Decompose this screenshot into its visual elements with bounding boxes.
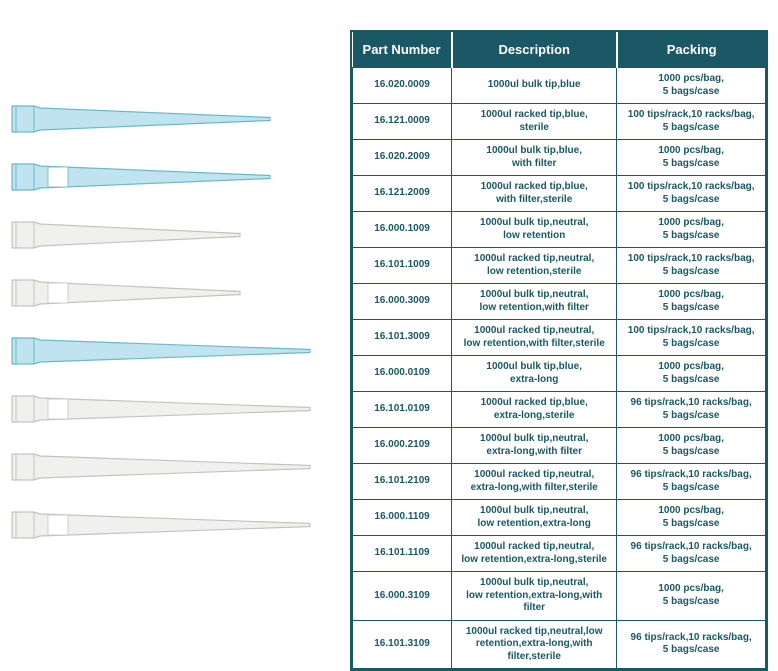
cell-part-number: 16.101.2109 [353, 464, 452, 500]
cell-description: 1000ul bulk tip,neutral,low retention,wi… [452, 284, 617, 320]
cell-description: 1000ul bulk tip,neutral,low retention [452, 212, 617, 248]
product-table: Part Number Description Packing 16.020.0… [352, 32, 766, 669]
cell-packing: 1000 pcs/bag,5 bags/case [617, 572, 766, 621]
table-row: 16.000.10091000ul bulk tip,neutral,low r… [353, 212, 766, 248]
cell-part-number: 16.101.1109 [353, 536, 452, 572]
cell-part-number: 16.101.0109 [353, 392, 452, 428]
cell-packing: 1000 pcs/bag,5 bags/case [617, 212, 766, 248]
pipette-tip-neutral-icon [10, 448, 330, 486]
cell-packing: 96 tips/rack,10 racks/bag,5 bags/case [617, 536, 766, 572]
table-row: 16.000.01091000ul bulk tip,blue,extra-lo… [353, 356, 766, 392]
cell-description: 1000ul bulk tip,blue,extra-long [452, 356, 617, 392]
cell-description: 1000ul racked tip,neutral,lowretention,e… [452, 620, 617, 669]
cell-packing: 100 tips/rack,10 racks/bag,5 bags/case [617, 248, 766, 284]
table-row: 16.000.21091000ul bulk tip,neutral,extra… [353, 428, 766, 464]
pipette-tip-blue-filter-icon [10, 158, 330, 196]
product-table-wrap: Part Number Description Packing 16.020.0… [350, 30, 768, 671]
cell-packing: 96 tips/rack,10 racks/bag,5 bags/case [617, 392, 766, 428]
pipette-tip-neutral-filter-icon [10, 274, 330, 312]
cell-description: 1000ul bulk tip,neutral,low retention,ex… [452, 572, 617, 621]
cell-description: 1000ul racked tip,neutral,extra-long,wit… [452, 464, 617, 500]
col-part-number: Part Number [353, 32, 452, 68]
cell-part-number: 16.101.3009 [353, 320, 452, 356]
pipette-tip-neutral-icon [10, 216, 330, 254]
table-row: 16.101.30091000ul racked tip,neutral,low… [353, 320, 766, 356]
cell-packing: 1000 pcs/bag,5 bags/case [617, 284, 766, 320]
table-body: 16.020.00091000ul bulk tip,blue1000 pcs/… [353, 68, 766, 669]
table-row: 16.121.20091000ul racked tip,blue,with f… [353, 176, 766, 212]
pipette-tip-illustrations [10, 30, 330, 544]
cell-part-number: 16.000.1109 [353, 500, 452, 536]
cell-description: 1000ul bulk tip,blue [452, 68, 617, 104]
cell-part-number: 16.000.3009 [353, 284, 452, 320]
pipette-tip-blue-icon [10, 332, 330, 370]
table-row: 16.101.01091000ul racked tip,blue,extra-… [353, 392, 766, 428]
cell-part-number: 16.121.2009 [353, 176, 452, 212]
cell-packing: 1000 pcs/bag,5 bags/case [617, 428, 766, 464]
cell-part-number: 16.000.3109 [353, 572, 452, 621]
cell-packing: 100 tips/rack,10 racks/bag,5 bags/case [617, 320, 766, 356]
table-row: 16.101.10091000ul racked tip,neutral,low… [353, 248, 766, 284]
cell-part-number: 16.000.0109 [353, 356, 452, 392]
cell-packing: 100 tips/rack,10 racks/bag,5 bags/case [617, 176, 766, 212]
pipette-tip-neutral-filter-icon [10, 390, 330, 428]
table-row: 16.101.31091000ul racked tip,neutral,low… [353, 620, 766, 669]
cell-description: 1000ul racked tip,blue,extra-long,steril… [452, 392, 617, 428]
table-row: 16.000.31091000ul bulk tip,neutral,low r… [353, 572, 766, 621]
table-row: 16.020.20091000ul bulk tip,blue,with fil… [353, 140, 766, 176]
cell-part-number: 16.101.1009 [353, 248, 452, 284]
cell-packing: 1000 pcs/bag,5 bags/case [617, 500, 766, 536]
table-header: Part Number Description Packing [353, 32, 766, 68]
table-row: 16.101.21091000ul racked tip,neutral,ext… [353, 464, 766, 500]
cell-part-number: 16.121.0009 [353, 104, 452, 140]
cell-packing: 96 tips/rack,10 racks/bag,5 bags/case [617, 464, 766, 500]
cell-description: 1000ul racked tip,blue,with filter,steri… [452, 176, 617, 212]
table-row: 16.000.11091000ul bulk tip,neutral,low r… [353, 500, 766, 536]
cell-packing: 1000 pcs/bag,5 bags/case [617, 68, 766, 104]
cell-part-number: 16.000.2109 [353, 428, 452, 464]
cell-part-number: 16.101.3109 [353, 620, 452, 669]
cell-description: 1000ul racked tip,blue,sterile [452, 104, 617, 140]
cell-part-number: 16.000.1009 [353, 212, 452, 248]
table-row: 16.121.00091000ul racked tip,blue,steril… [353, 104, 766, 140]
table-row: 16.000.30091000ul bulk tip,neutral,low r… [353, 284, 766, 320]
cell-description: 1000ul racked tip,neutral,low retention,… [452, 536, 617, 572]
cell-part-number: 16.020.2009 [353, 140, 452, 176]
pipette-tip-neutral-filter-icon [10, 506, 330, 544]
cell-description: 1000ul racked tip,neutral,low retention,… [452, 320, 617, 356]
pipette-tip-blue-icon [10, 100, 330, 138]
cell-description: 1000ul bulk tip,neutral,low retention,ex… [452, 500, 617, 536]
cell-description: 1000ul bulk tip,blue,with filter [452, 140, 617, 176]
cell-packing: 1000 pcs/bag,5 bags/case [617, 140, 766, 176]
cell-packing: 1000 pcs/bag,5 bags/case [617, 356, 766, 392]
cell-packing: 100 tips/rack,10 racks/bag,5 bags/case [617, 104, 766, 140]
table-row: 16.020.00091000ul bulk tip,blue1000 pcs/… [353, 68, 766, 104]
cell-packing: 96 tips/rack,10 racks/bag,5 bags/case [617, 620, 766, 669]
col-packing: Packing [617, 32, 766, 68]
col-description: Description [452, 32, 617, 68]
cell-part-number: 16.020.0009 [353, 68, 452, 104]
table-row: 16.101.11091000ul racked tip,neutral,low… [353, 536, 766, 572]
cell-description: 1000ul racked tip,neutral,low retention,… [452, 248, 617, 284]
cell-description: 1000ul bulk tip,neutral,extra-long,with … [452, 428, 617, 464]
